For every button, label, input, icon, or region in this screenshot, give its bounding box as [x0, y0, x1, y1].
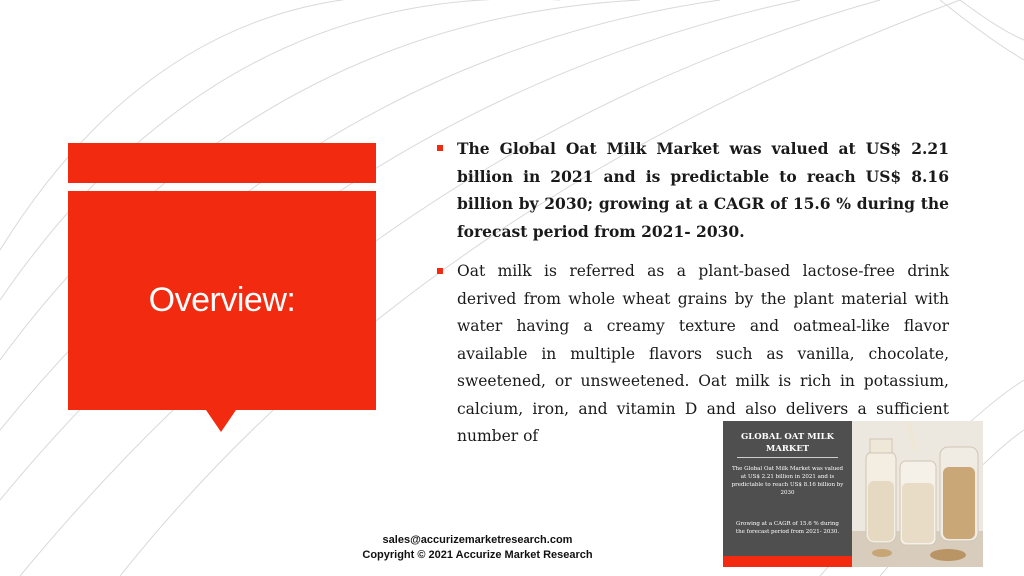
title-panel [68, 191, 376, 410]
square-bullet-icon [437, 268, 443, 274]
slide-title: Overview: [148, 281, 296, 319]
oat-milk-photo [852, 421, 983, 567]
bullet-text: Oat milk is referred as a plant-based la… [457, 262, 949, 445]
footer-copyright: Copyright © 2021 Accurize Market Researc… [362, 549, 593, 561]
infographic-text-cagr: Growing at a CAGR of 15.6 % during the f… [735, 521, 840, 535]
square-bullet-icon [437, 145, 443, 151]
bullet-item: The Global Oat Milk Market was valued at… [437, 135, 949, 245]
infographic-text-valuation: The Global Oat Milk Market was valued at… [731, 466, 844, 496]
footer-email: sales@accurizemarketresearch.com [382, 534, 573, 546]
title-panel-pointer [206, 410, 236, 432]
title-accent-bar [68, 143, 376, 183]
infographic-footer-strip [723, 556, 852, 567]
market-infographic: GLOBAL OAT MILK MARKET The Global Oat Mi… [723, 421, 983, 567]
infographic-title: GLOBAL OAT MILK MARKET [741, 432, 834, 454]
infographic-divider [737, 457, 838, 458]
bullet-item: Oat milk is referred as a plant-based la… [437, 258, 949, 451]
footer: sales@accurizemarketresearch.com Copyrig… [330, 533, 625, 563]
bullet-text: The Global Oat Milk Market was valued at… [457, 139, 949, 241]
infographic-panel: GLOBAL OAT MILK MARKET The Global Oat Mi… [723, 421, 852, 567]
bullet-list: The Global Oat Milk Market was valued at… [437, 135, 949, 464]
